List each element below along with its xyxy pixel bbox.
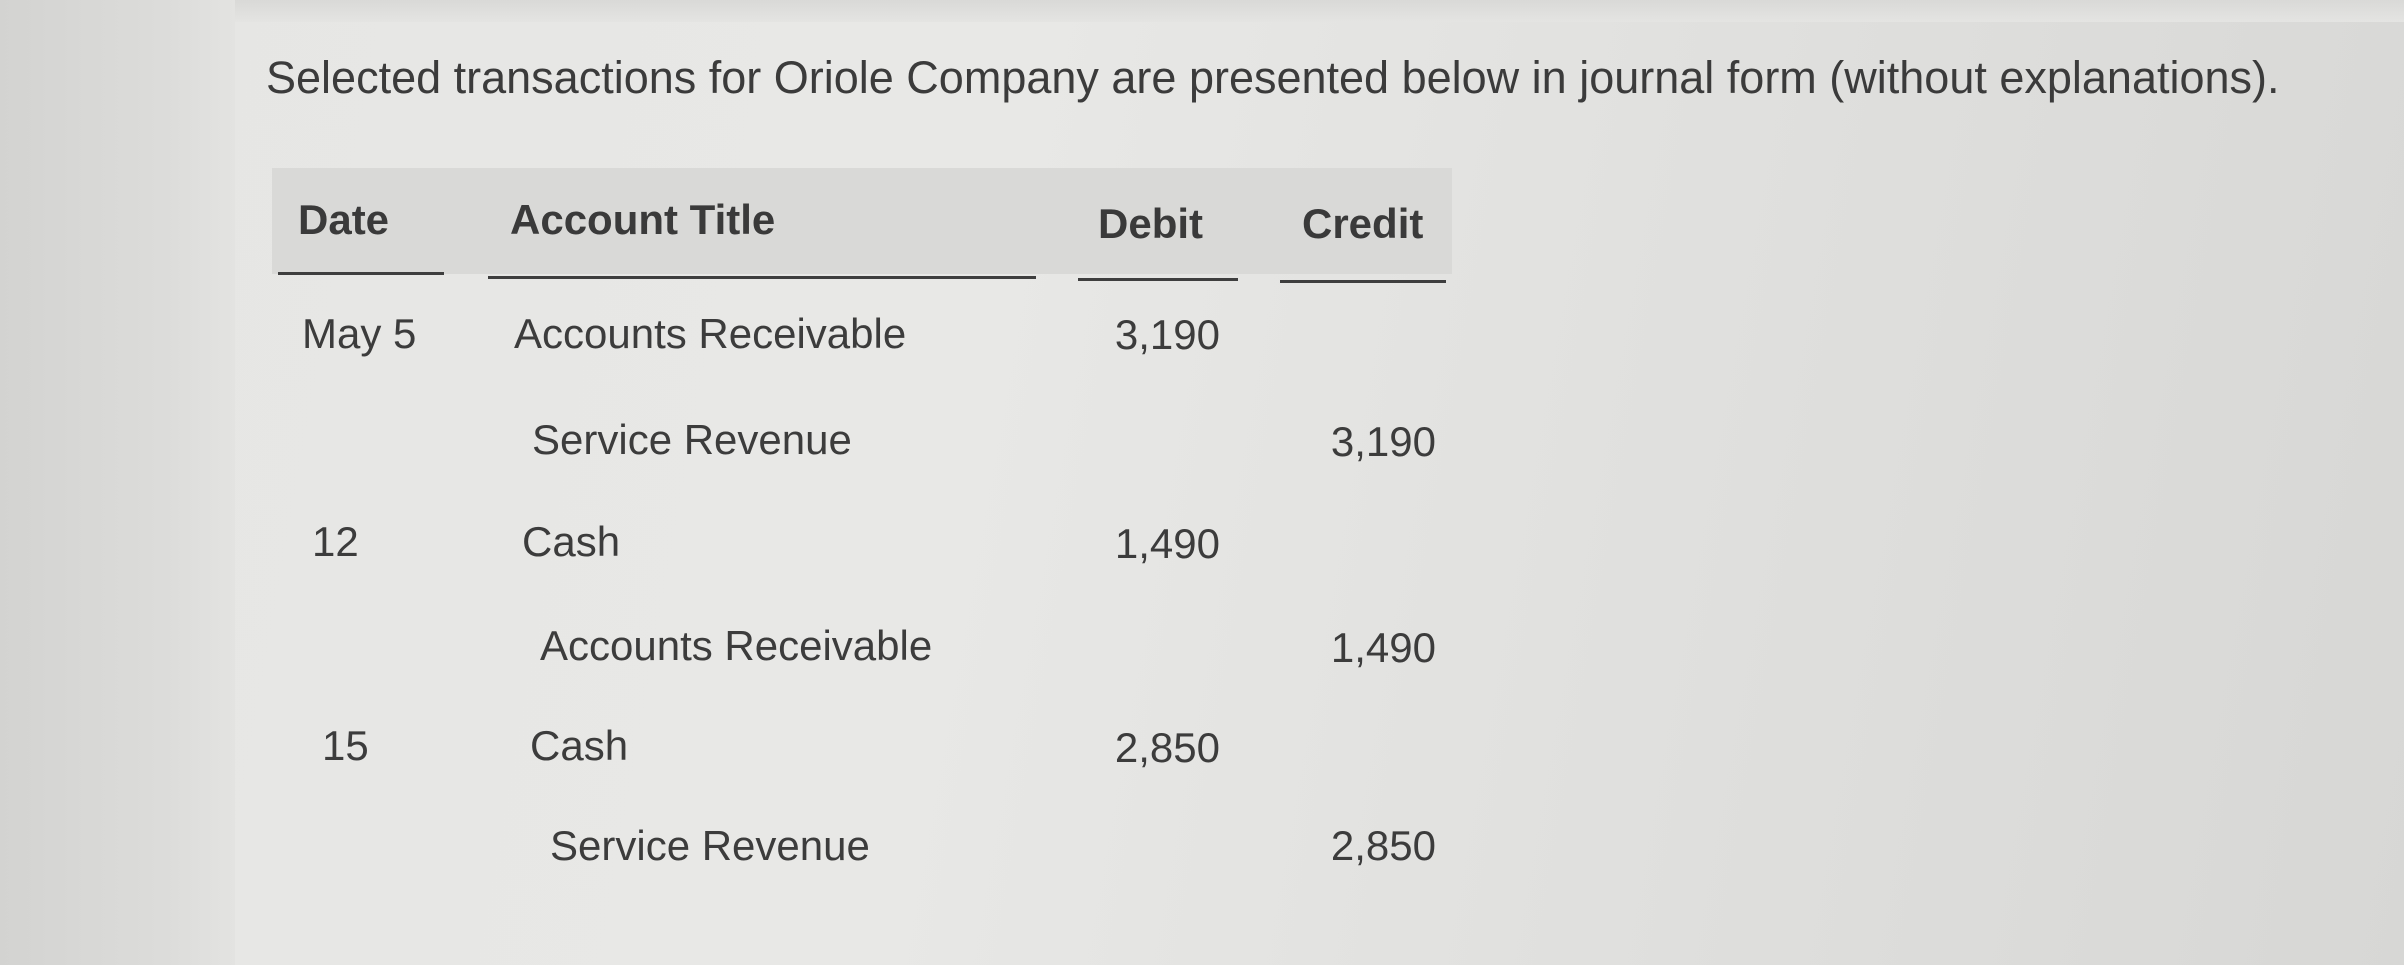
page-top-strip (235, 0, 2404, 22)
row-4-account: Accounts Receivable (540, 622, 933, 669)
intro-text: Selected transactions for Oriole Company… (266, 52, 2280, 103)
row-6-account: Service Revenue (550, 822, 870, 869)
row-1-date: May 5 (302, 310, 417, 357)
debit-column-rule (1078, 278, 1238, 281)
row-3-debit: 1,490 (1114, 520, 1220, 567)
row-2-account: Service Revenue (532, 416, 852, 463)
row-2-credit: 3,190 (1330, 418, 1436, 465)
credit-column-rule (1280, 280, 1446, 283)
column-header-credit: Credit (1302, 200, 1424, 247)
row-3-account: Cash (522, 518, 621, 565)
row-4-credit: 1,490 (1330, 624, 1436, 671)
date-column-rule (278, 272, 444, 275)
account-column-rule (488, 276, 1036, 279)
row-5-debit: 2,850 (1114, 724, 1220, 771)
column-header-date: Date (298, 196, 390, 243)
page-left-edge (0, 0, 235, 965)
row-1-account: Accounts Receivable (514, 310, 907, 357)
row-1-debit: 3,190 (1114, 311, 1220, 358)
table-header (272, 168, 1452, 274)
row-3-date: 12 (312, 518, 359, 565)
row-6-credit: 2,850 (1330, 822, 1436, 869)
row-5-date: 15 (322, 722, 369, 769)
row-5-account: Cash (530, 722, 629, 769)
column-header-account-title: Account Title (510, 196, 776, 243)
column-header-debit: Debit (1098, 200, 1203, 247)
